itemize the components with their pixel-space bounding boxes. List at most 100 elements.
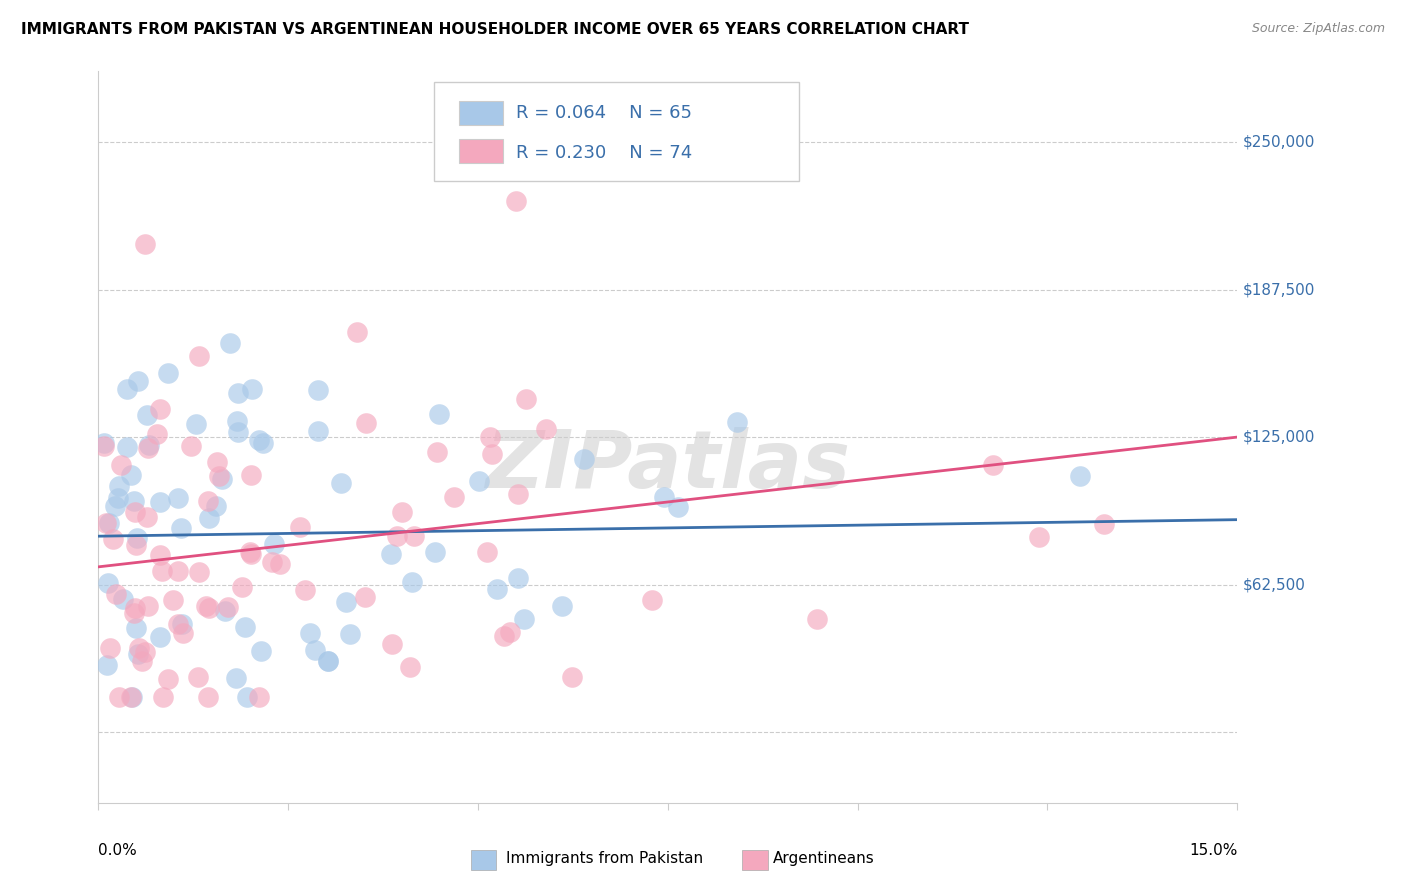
Point [198, 510, 221, 524]
Point [125, 621, 148, 635]
Point [262, 555, 284, 569]
Point [1069, 469, 1091, 483]
Point [225, 671, 247, 685]
FancyBboxPatch shape [434, 82, 799, 181]
Point [391, 505, 413, 519]
Point [290, 519, 312, 533]
FancyBboxPatch shape [460, 139, 503, 163]
Point [101, 532, 124, 546]
Point [97, 516, 120, 530]
Point [124, 505, 146, 519]
Point [187, 670, 209, 684]
Point [96, 657, 118, 672]
Point [131, 654, 153, 668]
Point [122, 607, 145, 621]
Point [316, 655, 339, 669]
Point [107, 690, 129, 704]
Point [385, 529, 408, 543]
Point [205, 455, 228, 469]
Point [806, 612, 828, 626]
Point [233, 620, 256, 634]
Point [1092, 517, 1115, 532]
Point [250, 644, 273, 658]
Point [110, 458, 132, 472]
Point [135, 509, 157, 524]
Point [307, 384, 329, 398]
Text: Argentineans: Argentineans [773, 851, 875, 865]
Text: Immigrants from Pakistan: Immigrants from Pakistan [506, 851, 703, 865]
Point [93, 439, 115, 453]
Text: $250,000: $250,000 [1243, 135, 1316, 150]
Point [149, 495, 172, 509]
Point [515, 392, 537, 406]
Point [426, 444, 449, 458]
Point [316, 654, 339, 668]
Point [162, 593, 184, 607]
Text: 15.0%: 15.0% [1189, 843, 1237, 858]
Point [94, 516, 117, 531]
Point [263, 537, 285, 551]
Point [149, 631, 172, 645]
Point [150, 564, 173, 578]
Point [231, 580, 253, 594]
Point [508, 570, 530, 584]
Point [194, 599, 217, 613]
Point [138, 438, 160, 452]
Point [104, 500, 127, 514]
Point [486, 582, 509, 597]
Point [172, 626, 194, 640]
Point [402, 529, 425, 543]
Point [307, 424, 329, 438]
Point [339, 626, 361, 640]
Point [512, 612, 534, 626]
Point [125, 532, 148, 546]
Point [180, 439, 202, 453]
Point [354, 590, 377, 604]
Point [478, 430, 501, 444]
Point [149, 402, 172, 417]
Point [666, 500, 689, 514]
Point [252, 435, 274, 450]
Point [494, 629, 516, 643]
Point [380, 547, 402, 561]
Text: ZIPatlas: ZIPatlas [485, 427, 851, 506]
Point [167, 617, 190, 632]
Point [107, 491, 129, 505]
Point [122, 494, 145, 508]
Point [226, 425, 249, 440]
Point [170, 521, 193, 535]
Point [225, 413, 247, 427]
Point [187, 565, 209, 579]
Point [149, 548, 172, 562]
Point [443, 490, 465, 504]
Point [551, 599, 574, 613]
Point [214, 604, 236, 618]
Point [111, 592, 134, 607]
Point [120, 467, 142, 482]
Point [228, 386, 250, 401]
Point [124, 600, 146, 615]
Point [381, 637, 404, 651]
Point [641, 592, 664, 607]
Point [120, 690, 142, 704]
Point [477, 545, 499, 559]
Point [197, 493, 219, 508]
Point [335, 595, 357, 609]
Point [156, 672, 179, 686]
Point [294, 583, 316, 598]
Point [219, 336, 242, 351]
Point [127, 647, 149, 661]
Point [138, 599, 160, 613]
Text: R = 0.230    N = 74: R = 0.230 N = 74 [516, 144, 693, 161]
Point [247, 690, 270, 704]
Point [98, 641, 121, 656]
Point [97, 576, 120, 591]
Text: Source: ZipAtlas.com: Source: ZipAtlas.com [1251, 22, 1385, 36]
Text: R = 0.064    N = 65: R = 0.064 N = 65 [516, 104, 692, 122]
Point [561, 670, 583, 684]
Text: $125,000: $125,000 [1243, 430, 1316, 444]
Point [505, 194, 527, 208]
Point [197, 690, 219, 704]
Point [108, 478, 131, 492]
Point [127, 374, 149, 388]
